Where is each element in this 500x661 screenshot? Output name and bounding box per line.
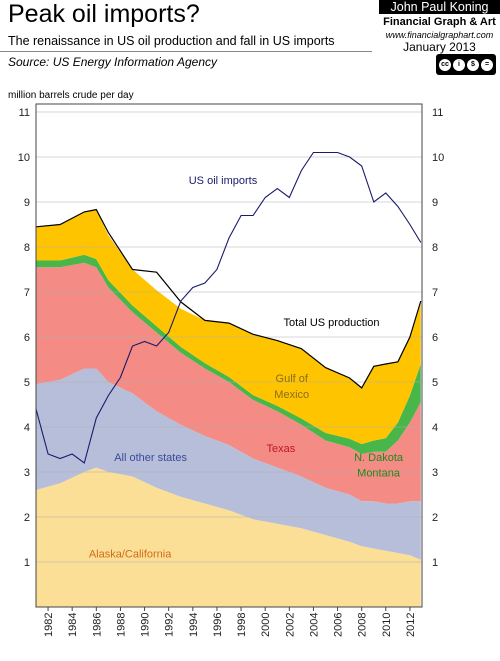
- annotation-6: Montana: [357, 468, 401, 480]
- title-divider: [0, 51, 372, 52]
- annotation-8: Alaska/California: [89, 549, 172, 561]
- y-tick-right-2: 2: [432, 512, 438, 524]
- y-tick-right-4: 4: [432, 422, 438, 434]
- annotation-2: Gulf of: [276, 373, 309, 385]
- y-tick-left-8: 8: [24, 242, 30, 254]
- y-tick-right-5: 5: [432, 377, 438, 389]
- area-series-2: [36, 262, 421, 504]
- area-series-4: [36, 209, 421, 445]
- x-tick-label-2012: 2012: [405, 613, 417, 637]
- total-production-line: [35, 208, 422, 389]
- y-tick-right-9: 9: [432, 197, 438, 209]
- y-tick-left-4: 4: [24, 422, 30, 434]
- y-tick-right-7: 7: [432, 287, 438, 299]
- x-tick-label-1988: 1988: [115, 613, 127, 637]
- chart-subtitle: The renaissance in US oil production and…: [8, 34, 335, 48]
- author-name: John Paul Koning: [379, 0, 500, 14]
- x-tick-label-1992: 1992: [164, 613, 176, 637]
- x-tick-label-1994: 1994: [188, 613, 200, 637]
- area-series-1: [36, 368, 421, 560]
- x-tick-label-1998: 1998: [236, 613, 248, 637]
- x-tick-label-1990: 1990: [140, 613, 152, 637]
- y-tick-right-11: 11: [432, 107, 443, 119]
- y-tick-left-9: 9: [24, 197, 30, 209]
- x-tick-label-1984: 1984: [67, 613, 79, 637]
- x-tick-label-1996: 1996: [212, 613, 224, 637]
- y-tick-right-10: 10: [432, 152, 444, 164]
- area-series-0: [36, 467, 421, 607]
- y-tick-left-1: 1: [24, 557, 30, 569]
- y-tick-left-10: 10: [18, 152, 30, 164]
- x-tick-label-1982: 1982: [43, 613, 55, 637]
- y-tick-left-5: 5: [24, 377, 30, 389]
- nc-icon: $: [467, 58, 479, 71]
- y-tick-left-6: 6: [24, 332, 30, 344]
- y-tick-left-11: 11: [19, 107, 30, 119]
- y-tick-left-3: 3: [24, 467, 30, 479]
- website-link[interactable]: www.financialgraphart.com: [385, 30, 494, 40]
- brand-name: Financial Graph & Art: [383, 16, 496, 28]
- y-tick-left-2: 2: [24, 512, 30, 524]
- x-tick-label-1986: 1986: [91, 613, 103, 637]
- y-tick-right-3: 3: [432, 467, 438, 479]
- x-tick-label-2004: 2004: [308, 613, 320, 637]
- annotation-4: Texas: [266, 443, 295, 455]
- y-tick-left-7: 7: [24, 287, 30, 299]
- chart-title: Peak oil imports?: [8, 0, 200, 28]
- creative-commons-license-icon: cc i $ =: [436, 54, 496, 75]
- annotation-5: N. Dakota: [354, 452, 404, 464]
- plot-border: [35, 103, 423, 608]
- nd-icon: =: [481, 58, 493, 71]
- x-tick-label-2002: 2002: [284, 613, 296, 637]
- source-note: Source: US Energy Information Agency: [8, 55, 217, 69]
- by-icon: i: [453, 58, 465, 71]
- cc-icon: cc: [439, 58, 451, 71]
- y-tick-right-6: 6: [432, 332, 438, 344]
- x-tick-label-2006: 2006: [333, 613, 345, 637]
- annotation-1: Total US production: [284, 317, 380, 329]
- publish-date: January 2013: [403, 40, 476, 54]
- y-axis-label: million barrels crude per day: [8, 90, 134, 101]
- y-tick-right-1: 1: [432, 557, 438, 569]
- y-tick-right-8: 8: [432, 242, 438, 254]
- annotation-0: US oil imports: [189, 175, 258, 187]
- x-tick-label-2010: 2010: [381, 613, 393, 637]
- x-tick-label-2000: 2000: [260, 613, 272, 637]
- oil-imports-line: [35, 151, 422, 464]
- annotation-3: Mexico: [274, 389, 309, 401]
- x-tick-label-2008: 2008: [357, 613, 369, 637]
- annotation-7: All other states: [114, 452, 187, 464]
